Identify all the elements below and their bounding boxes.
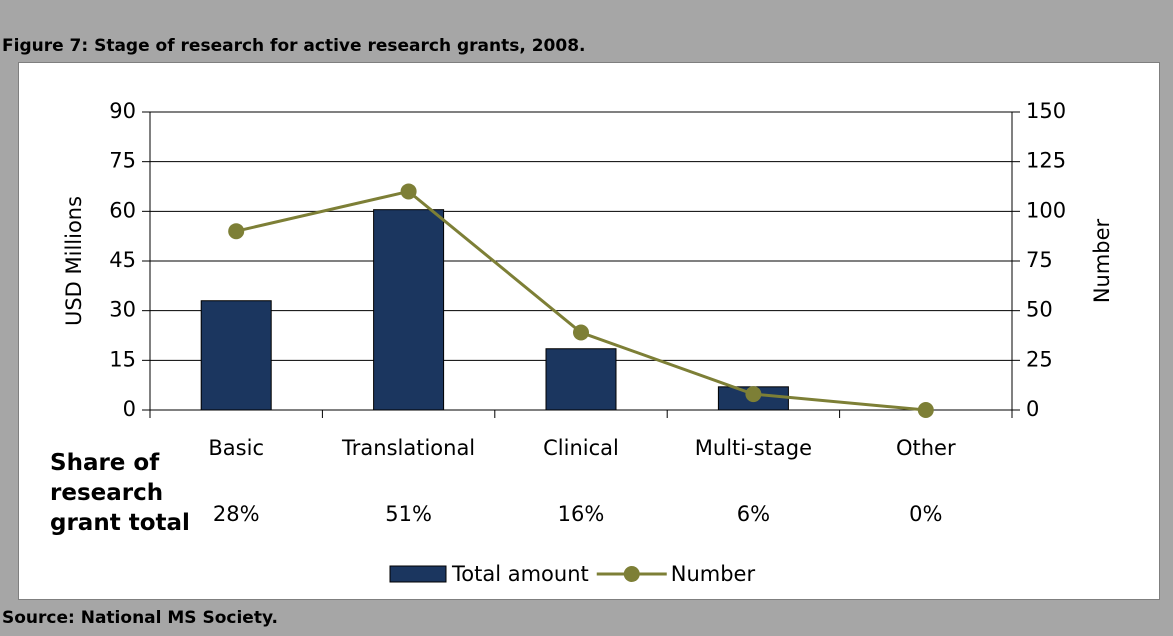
y-tick-label: 75 — [109, 149, 136, 173]
bar — [200, 300, 272, 411]
line-marker — [228, 223, 245, 240]
bar — [545, 348, 617, 411]
y-tick-label: 15 — [109, 347, 136, 371]
share-label: 51% — [385, 502, 432, 526]
y2-tick-label: 150 — [1026, 99, 1066, 123]
line-marker — [573, 324, 589, 341]
y-tick-label: 45 — [109, 248, 136, 272]
source: Source: National MS Society. — [2, 608, 278, 628]
x-tick-label: Other — [896, 436, 956, 460]
y2-tick-label: 0 — [1026, 397, 1039, 421]
y2-tick-label: 75 — [1026, 248, 1053, 272]
y-tick-label: 30 — [109, 298, 136, 322]
line-marker — [400, 183, 417, 200]
x-tick-label: Clinical — [543, 436, 619, 460]
y2-tick-label: 100 — [1026, 198, 1066, 222]
x-tick-label: Multi-stage — [695, 436, 812, 460]
y-tick-label: 0 — [123, 397, 136, 421]
bar — [373, 209, 445, 411]
share-label: 6% — [737, 502, 770, 526]
x-tick-label: Translational — [341, 436, 475, 460]
line-marker — [745, 386, 762, 403]
legend-label: Number — [671, 562, 756, 586]
share-title: Share of research grant total — [50, 450, 190, 536]
y-tick-label: 60 — [109, 198, 136, 222]
y2-tick-label: 50 — [1026, 298, 1053, 322]
share-label: 16% — [558, 502, 605, 526]
legend-label: Total amount — [451, 562, 589, 586]
y-tick-label: 90 — [109, 99, 136, 123]
share-label: 28% — [213, 502, 260, 526]
line-marker — [917, 402, 934, 418]
share-label: 0% — [909, 502, 942, 526]
legend-swatch — [623, 566, 640, 582]
y-axis-label: USD Millions — [62, 196, 86, 326]
x-tick-label: Basic — [208, 436, 264, 460]
y2-axis-label: Number — [1090, 218, 1114, 303]
y2-tick-label: 125 — [1026, 149, 1066, 173]
y2-tick-label: 25 — [1026, 347, 1053, 371]
legend-swatch — [389, 565, 447, 583]
chart-title: Figure 7: Stage of research for active r… — [2, 36, 586, 56]
